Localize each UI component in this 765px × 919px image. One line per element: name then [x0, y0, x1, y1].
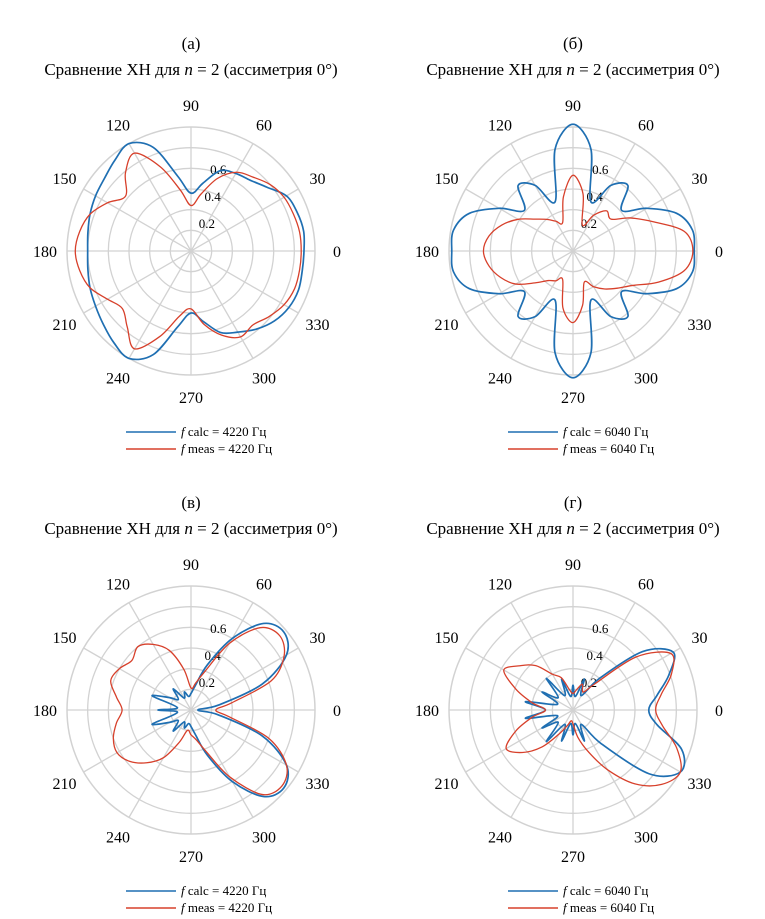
series-calc-line [450, 123, 696, 379]
theta-tick-label: 180 [33, 703, 57, 720]
theta-tick-label: 0 [715, 244, 723, 261]
theta-tick-label: 180 [33, 244, 57, 261]
grid-spoke [83, 188, 299, 314]
theta-tick-label: 60 [638, 118, 654, 135]
theta-tick-label: 270 [179, 849, 203, 866]
series-meas-line [110, 626, 288, 796]
theta-tick-label: 300 [634, 370, 658, 387]
theta-tick-label: 0 [333, 244, 341, 261]
r-tick-label: 0.4 [204, 648, 221, 663]
grid-spoke [465, 647, 681, 773]
theta-tick-label: 180 [415, 244, 439, 261]
theta-tick-label: 300 [634, 829, 658, 846]
theta-tick-label: 120 [106, 577, 130, 594]
chart-title: Сравнение ХН для n = 2 (ассиметрия 0°) [44, 519, 337, 538]
chart-panel-c: (в) Сравнение ХН для n = 2 (ассиметрия 0°… [0, 459, 382, 918]
polar-chart: (г) Сравнение ХН для n = 2 (ассиметрия 0°… [415, 493, 723, 915]
r-tick-label: 0.6 [210, 621, 227, 636]
series-meas-line [482, 174, 694, 324]
r-tick-label: 0.6 [592, 162, 609, 177]
r-tick-label: 0.6 [592, 621, 609, 636]
legend-label: f calc = 4220 Гц [181, 883, 266, 898]
theta-tick-label: 120 [106, 118, 130, 135]
theta-tick-label: 330 [305, 317, 329, 334]
theta-tick-label: 330 [687, 317, 711, 334]
legend-label: f meas = 6040 Гц [563, 900, 654, 915]
theta-tick-label: 30 [691, 171, 707, 188]
theta-tick-label: 150 [435, 171, 459, 188]
theta-tick-label: 240 [106, 370, 130, 387]
r-tick-label: 0.2 [199, 216, 215, 231]
theta-tick-label: 330 [687, 776, 711, 793]
series-meas-line [503, 651, 682, 787]
panel-label: (в) [181, 493, 200, 512]
legend-label: f meas = 4220 Гц [181, 441, 272, 456]
theta-tick-label: 330 [305, 776, 329, 793]
polar-chart: (в) Сравнение ХН для n = 2 (ассиметрия 0°… [33, 493, 341, 915]
chart-title: Сравнение ХН для n = 2 (ассиметрия 0°) [426, 519, 719, 538]
theta-tick-label: 60 [256, 118, 272, 135]
panel-label: (а) [182, 34, 201, 53]
grid-spoke [465, 188, 681, 314]
polar-grid [66, 126, 316, 376]
theta-tick-label: 300 [252, 370, 276, 387]
theta-tick-label: 90 [565, 557, 581, 574]
legend-label: f calc = 6040 Гц [563, 883, 648, 898]
r-tick-label: 0.2 [581, 216, 597, 231]
r-tick-label: 0.4 [586, 648, 603, 663]
series-calc-line [151, 622, 290, 798]
polar-grid [66, 585, 316, 835]
theta-tick-label: 0 [333, 703, 341, 720]
chart-panel-d: (г) Сравнение ХН для n = 2 (ассиметрия 0°… [382, 459, 764, 918]
r-tick-label: 0.4 [204, 189, 221, 204]
legend-label: f meas = 4220 Гц [181, 900, 272, 915]
chart-panel-a: (а) Сравнение ХН для n = 2 (ассиметрия 0°… [0, 0, 382, 459]
series-calc-line [86, 141, 306, 361]
panel-label: (б) [563, 34, 583, 53]
legend-label: f calc = 4220 Гц [181, 424, 266, 439]
theta-tick-label: 90 [183, 557, 199, 574]
panel-label: (г) [564, 493, 582, 512]
polar-chart: (а) Сравнение ХН для n = 2 (ассиметрия 0°… [33, 34, 341, 456]
theta-tick-label: 0 [715, 703, 723, 720]
polar-grid [448, 126, 698, 376]
theta-tick-label: 30 [309, 630, 325, 647]
theta-tick-label: 30 [309, 171, 325, 188]
theta-tick-label: 210 [435, 776, 459, 793]
theta-tick-label: 120 [488, 118, 512, 135]
legend-label: f meas = 6040 Гц [563, 441, 654, 456]
r-tick-label: 0.2 [199, 675, 215, 690]
theta-tick-label: 120 [488, 577, 512, 594]
series-meas-line [74, 152, 302, 350]
theta-tick-label: 210 [53, 776, 77, 793]
theta-tick-label: 240 [488, 829, 512, 846]
theta-tick-label: 150 [53, 630, 77, 647]
chart-title: Сравнение ХН для n = 2 (ассиметрия 0°) [426, 60, 719, 79]
polar-grid [448, 585, 698, 835]
polar-chart: (б) Сравнение ХН для n = 2 (ассиметрия 0°… [415, 34, 723, 456]
theta-tick-label: 60 [256, 577, 272, 594]
theta-tick-label: 270 [179, 390, 203, 407]
theta-tick-label: 180 [415, 703, 439, 720]
theta-tick-label: 210 [53, 317, 77, 334]
theta-tick-label: 210 [435, 317, 459, 334]
theta-tick-label: 90 [565, 98, 581, 115]
chart-title: Сравнение ХН для n = 2 (ассиметрия 0°) [44, 60, 337, 79]
theta-tick-label: 270 [561, 849, 585, 866]
legend-label: f calc = 6040 Гц [563, 424, 648, 439]
theta-tick-label: 240 [106, 829, 130, 846]
theta-tick-label: 30 [691, 630, 707, 647]
theta-tick-label: 60 [638, 577, 654, 594]
theta-tick-label: 240 [488, 370, 512, 387]
theta-tick-label: 150 [435, 630, 459, 647]
theta-tick-label: 90 [183, 98, 199, 115]
theta-tick-label: 300 [252, 829, 276, 846]
theta-tick-label: 270 [561, 390, 585, 407]
chart-panel-b: (б) Сравнение ХН для n = 2 (ассиметрия 0°… [382, 0, 764, 459]
theta-tick-label: 150 [53, 171, 77, 188]
